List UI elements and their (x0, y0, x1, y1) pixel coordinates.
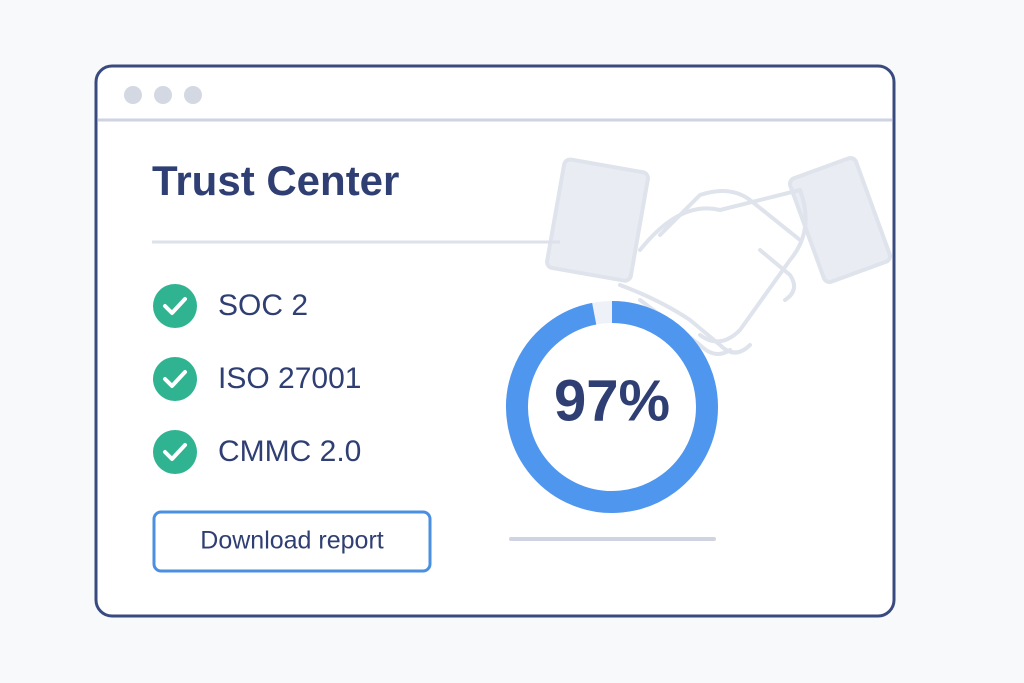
gauge-arc (506, 301, 718, 513)
certification-name: CMMC 2.0 (218, 435, 361, 468)
certification-name: ISO 27001 (218, 362, 361, 395)
check-icon (163, 297, 187, 315)
download-button[interactable] (152, 510, 432, 573)
window-dot (124, 86, 142, 104)
check-icon (163, 443, 187, 461)
check-badge (153, 357, 197, 401)
check-badge (153, 430, 197, 474)
check-badge (153, 284, 197, 328)
handshake-illustration (545, 156, 893, 356)
window-dot (184, 86, 202, 104)
download-button-label[interactable]: Download report (200, 527, 383, 555)
gauge-label: 97% (554, 368, 670, 433)
certification-name: SOC 2 (218, 289, 308, 322)
window-dot (154, 86, 172, 104)
check-icon (163, 370, 187, 388)
page-title: Trust Center (152, 157, 399, 204)
browser-window (94, 64, 896, 618)
